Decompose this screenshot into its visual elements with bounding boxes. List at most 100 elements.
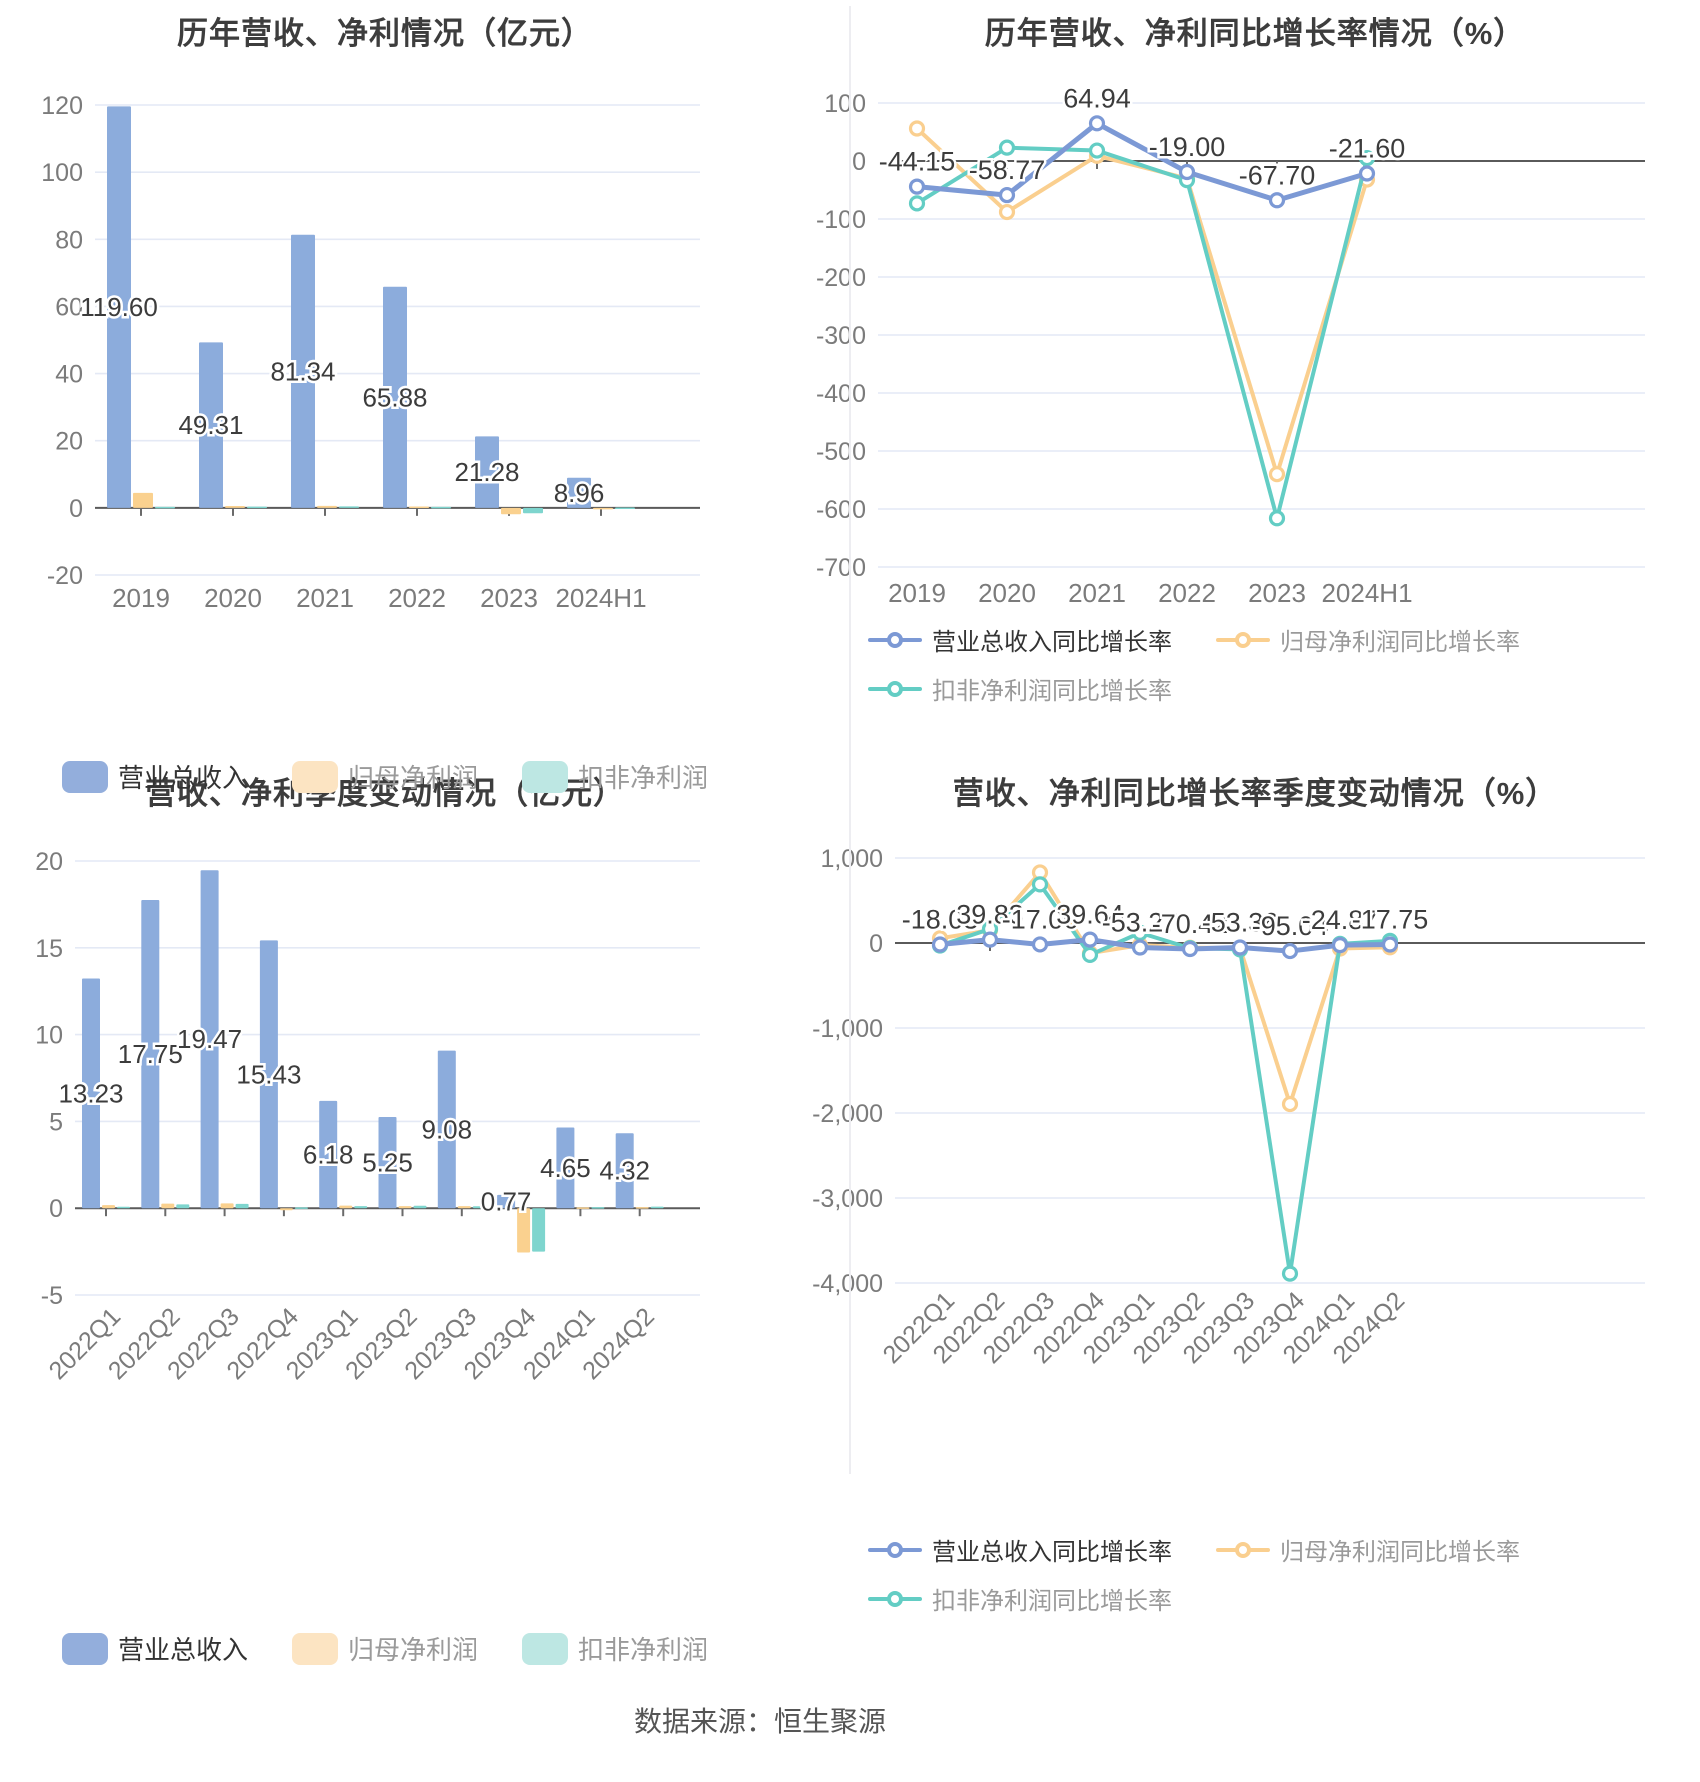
legend-item-revenue[interactable]: 营业总收入 xyxy=(61,758,248,795)
data-label: 5.25 xyxy=(362,1148,413,1178)
legend-swatch-nongaap-icon xyxy=(522,1632,568,1665)
bar-bar_teal xyxy=(431,506,451,509)
bar-bar_orange xyxy=(220,1203,234,1209)
legend-label: 归母净利润 xyxy=(347,763,478,793)
data-label: 49.31 xyxy=(178,410,243,440)
legend-label: 归母净利润同比增长率 xyxy=(1280,629,1520,656)
x-tick-label: 2023 xyxy=(480,583,538,613)
bar-bar_teal xyxy=(294,1207,308,1209)
legend-item-revenue-growth[interactable]: 营业总收入同比增长率 xyxy=(868,1532,1172,1567)
legend-item-net-profit[interactable]: 归母净利润 xyxy=(291,1630,478,1667)
data-label: 64.94 xyxy=(1063,83,1131,113)
data-label: -95.04 xyxy=(1252,911,1329,941)
legend-label: 营业总收入 xyxy=(117,1635,248,1665)
bar-bar_blue xyxy=(615,1133,634,1209)
point-marker xyxy=(1268,192,1286,209)
data-label: 17.75 xyxy=(118,1039,183,1069)
line-line_teal xyxy=(915,145,1369,521)
legend-item-revenue[interactable]: 营业总收入 xyxy=(61,1630,248,1667)
y-tick-label: 20 xyxy=(35,848,63,876)
point-marker xyxy=(1358,150,1376,167)
data-label: -58.77 xyxy=(969,155,1046,185)
point-marker xyxy=(1181,940,1199,958)
bar-bar_blue xyxy=(567,477,591,508)
data-label: 39.64 xyxy=(1056,900,1124,930)
data-label: 0.77 xyxy=(481,1187,532,1217)
y-tick-label: 120 xyxy=(41,92,83,120)
bar-bar_blue xyxy=(319,1100,338,1209)
bar-chart-0: 120 100 80 60 40 20 0 -20 2019 2020 2021 2022 2023 20… xyxy=(41,92,700,613)
legend-swatch-net-profit-icon xyxy=(291,760,338,793)
legend-row: 营业总收入同比增长率 归母净利润同比增长率 xyxy=(868,622,1520,657)
data-label: 19.47 xyxy=(177,1024,242,1054)
y-tick-label: 0 xyxy=(852,148,866,176)
y-tick-label: -500 xyxy=(816,438,866,466)
point-marker xyxy=(1231,939,1249,956)
point-marker xyxy=(1268,510,1286,527)
y-tick-label: 5 xyxy=(49,1108,63,1136)
point-marker xyxy=(908,178,926,195)
annual-bar-chart-title: 历年营收、净利情况（亿元） xyxy=(177,16,593,51)
x-tick-label: 2022 xyxy=(388,583,446,613)
data-label: -44.15 xyxy=(879,147,956,177)
bar-bar_teal xyxy=(235,1203,249,1209)
point-marker xyxy=(1331,937,1349,954)
y-tick-label: -300 xyxy=(816,322,866,350)
line-chart-1: 100 0 -100 -200 -300 -400 -500 -600 -700 2019 2020… xyxy=(816,81,1645,608)
legend-label: 归母净利润同比增长率 xyxy=(1280,1539,1520,1566)
legend-label: 营业总收入同比增长率 xyxy=(932,1539,1172,1566)
annual-growth-chart-title: 历年营收、净利同比增长率情况（%） xyxy=(984,16,1526,51)
bar-bar_teal xyxy=(339,506,359,508)
bar-bar_teal xyxy=(176,1204,190,1209)
point-marker xyxy=(1131,939,1149,956)
data-label: -53.27 xyxy=(1102,908,1179,938)
point-marker xyxy=(1081,946,1099,964)
legend-item-nongaap-profit[interactable]: 扣非净利润 xyxy=(522,1630,708,1667)
y-tick-label: 20 xyxy=(55,428,83,456)
y-tick-label: 40 xyxy=(55,361,83,389)
bar-bar_blue xyxy=(378,1117,397,1209)
point-marker xyxy=(1031,876,1049,893)
data-label: -67.70 xyxy=(1239,160,1316,190)
y-tick-label: 15 xyxy=(35,935,63,963)
legend-line-marker-icon xyxy=(868,1589,922,1609)
legend-item-nongaap-growth[interactable]: 扣非净利润同比增长率 xyxy=(868,1581,1172,1616)
legend-item-nongaap-growth[interactable]: 扣非净利润同比增长率 xyxy=(868,671,1172,706)
y-tick-label: -700 xyxy=(816,554,866,582)
y-tick-label: -1,000 xyxy=(812,1015,883,1043)
bar-bar_orange xyxy=(279,1208,293,1211)
data-label: -18.03 xyxy=(902,905,979,935)
y-tick-label: -4,000 xyxy=(812,1270,883,1298)
bar-bar_blue xyxy=(497,1194,516,1209)
legend-item-revenue-growth[interactable]: 营业总收入同比增长率 xyxy=(868,622,1172,657)
legend-line-marker-icon xyxy=(1216,1540,1270,1560)
data-label: 8.96 xyxy=(554,478,605,508)
point-marker xyxy=(1281,942,1299,960)
x-tick-label: 2022 xyxy=(1158,578,1216,608)
bar-bar_teal xyxy=(117,1206,130,1209)
data-label: -19.00 xyxy=(1149,132,1226,162)
bar-bar_teal xyxy=(650,1206,664,1209)
point-marker xyxy=(1358,165,1376,182)
data-label: -24.87 xyxy=(1302,905,1379,935)
point-marker xyxy=(998,186,1016,204)
legend-label: 扣非净利润同比增长率 xyxy=(932,1588,1172,1615)
legend-item-net-profit-growth[interactable]: 归母净利润同比增长率 xyxy=(1216,622,1520,657)
bar-bar_orange xyxy=(225,506,245,508)
y-tick-label: -2,000 xyxy=(812,1100,883,1128)
bar-bar_blue xyxy=(82,978,100,1209)
legend-item-net-profit-growth[interactable]: 归母净利润同比增长率 xyxy=(1216,1532,1520,1567)
bar-bar_teal xyxy=(591,1207,605,1209)
y-tick-label: 100 xyxy=(824,90,866,118)
data-label: 119.60 xyxy=(80,292,158,322)
legend-swatch-revenue-icon xyxy=(61,1632,108,1665)
legend-line-marker-icon xyxy=(868,630,922,650)
point-marker xyxy=(1131,924,1149,941)
legend-item-nongaap-profit[interactable]: 扣非净利润 xyxy=(522,758,708,795)
legend-item-net-profit[interactable]: 归母净利润 xyxy=(291,758,478,795)
line-line_blue xyxy=(937,937,1393,954)
legend-swatch-nongaap-icon xyxy=(522,760,568,793)
bar-bar_blue xyxy=(200,870,219,1209)
bar-bar_blue xyxy=(556,1127,575,1209)
